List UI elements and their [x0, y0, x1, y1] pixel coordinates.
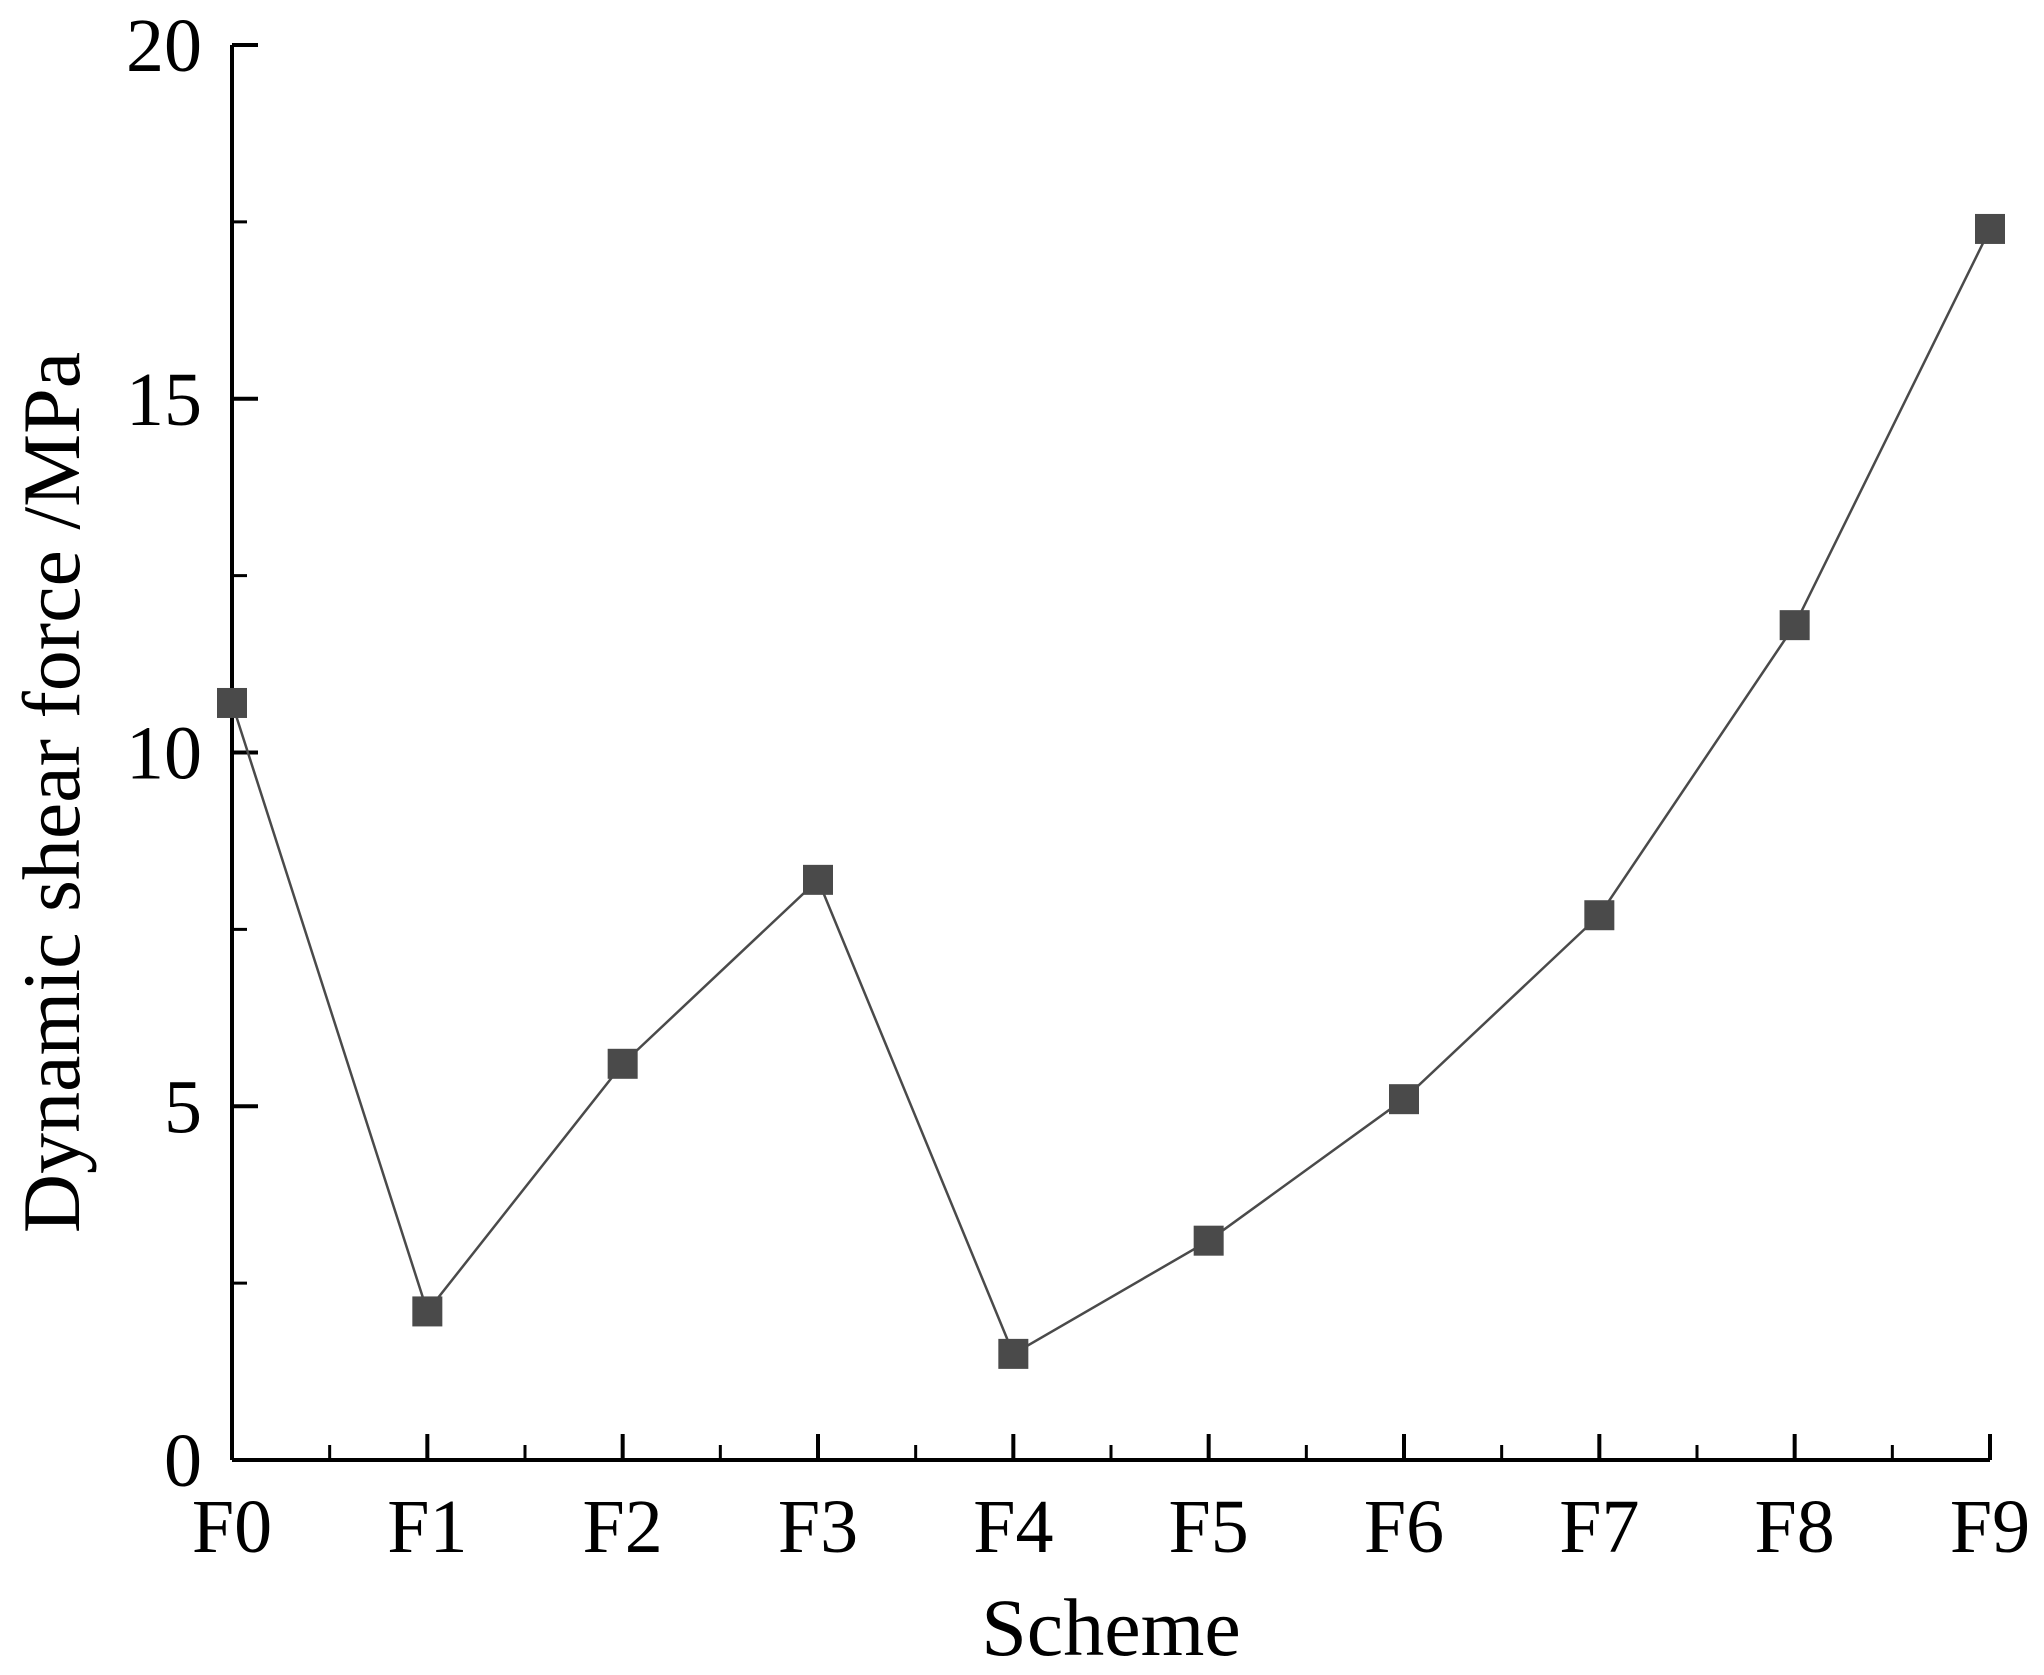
y-tick-label: 15 — [126, 358, 202, 442]
x-tick-label: F3 — [778, 1485, 858, 1569]
y-tick-label: 10 — [126, 712, 202, 796]
y-tick-label: 5 — [164, 1065, 202, 1149]
data-point — [607, 1048, 638, 1079]
axes: 0 5 10 15 20 F0 F1 F2 F3 F4 F5 F6 F7 F8 F9 — [126, 4, 2030, 1569]
data-point — [998, 1338, 1029, 1369]
x-tick-label: F1 — [387, 1485, 467, 1569]
x-tick-label: F5 — [1169, 1485, 1249, 1569]
plot-area — [217, 213, 2005, 1369]
data-point — [1193, 1225, 1224, 1256]
x-tick-label: F2 — [583, 1485, 663, 1569]
x-tick-label: F7 — [1559, 1485, 1639, 1569]
x-tick-label: F6 — [1364, 1485, 1444, 1569]
data-point — [1389, 1084, 1419, 1115]
data-point — [1779, 610, 1810, 641]
data-point — [412, 1296, 443, 1327]
x-tick-label: F4 — [973, 1485, 1053, 1569]
x-tick-label: F8 — [1755, 1485, 1835, 1569]
x-tick-label: F9 — [1950, 1485, 2030, 1569]
x-tick-label: F0 — [192, 1485, 272, 1569]
data-point — [1584, 900, 1615, 931]
y-tick-label: 20 — [126, 4, 202, 88]
data-point — [803, 864, 833, 895]
series-line — [230, 228, 1992, 1356]
x-axis-title: Scheme — [981, 1582, 1241, 1673]
data-point — [1975, 213, 2005, 244]
y-tick-label: 0 — [164, 1419, 202, 1503]
y-axis-title: Dynamic shear force /MPa — [6, 352, 97, 1233]
data-point — [217, 687, 247, 718]
